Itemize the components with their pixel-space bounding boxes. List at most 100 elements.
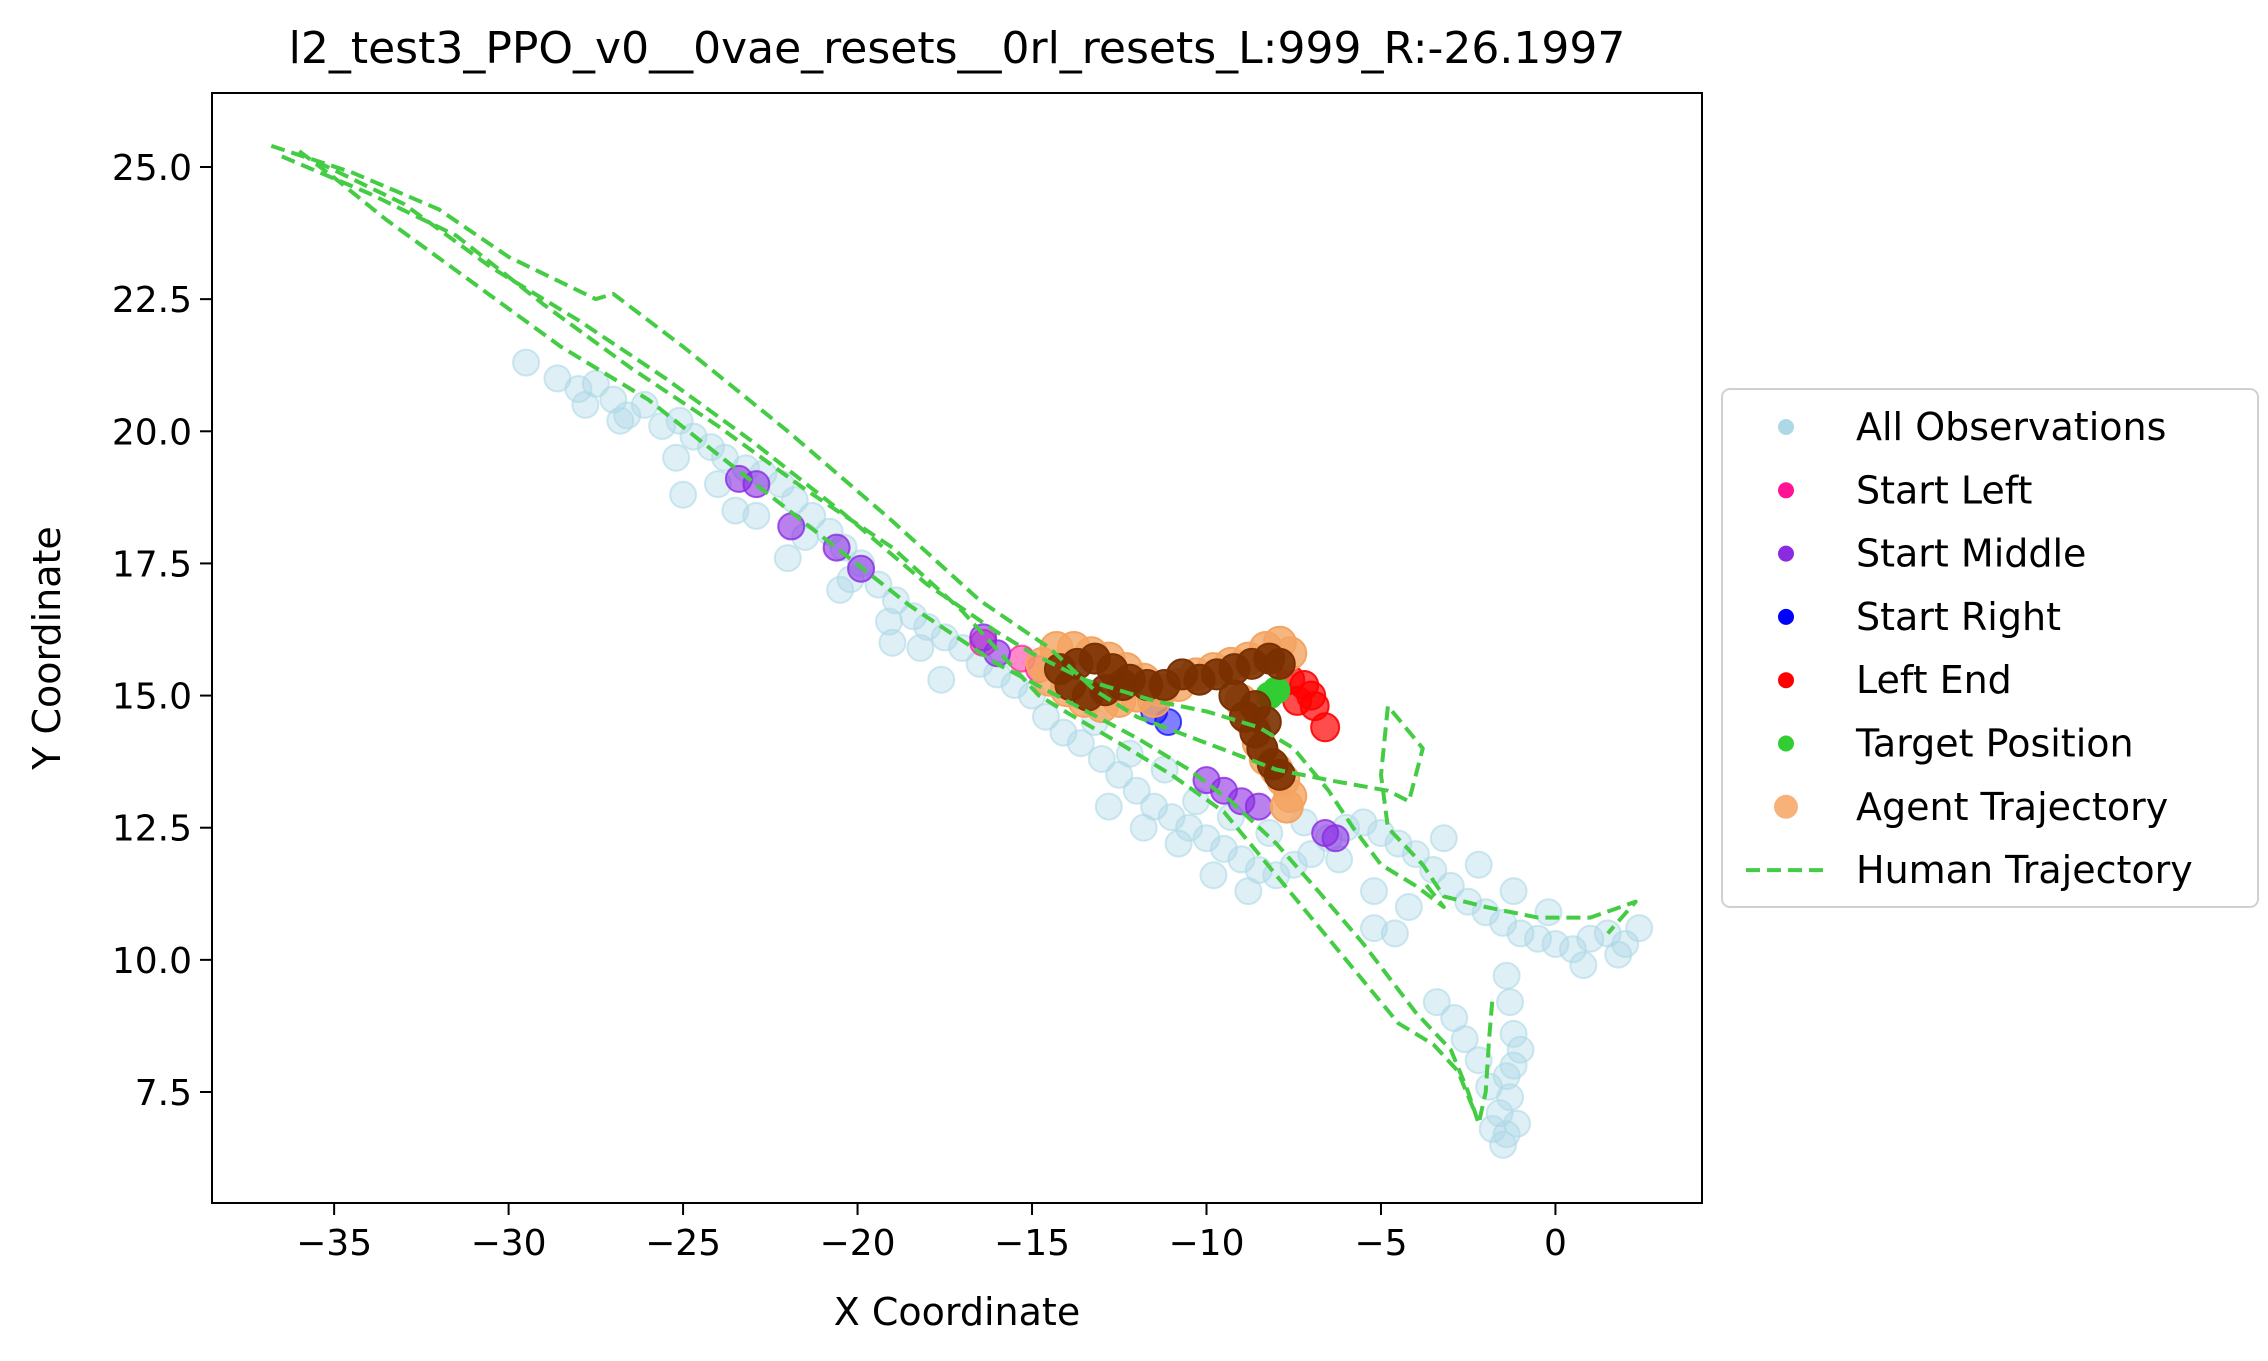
- legend-label: Start Right: [1856, 595, 2061, 639]
- x-tick-label: −35: [296, 1223, 372, 1264]
- all-observations-point: [1534, 898, 1563, 927]
- all-observations-point: [1384, 829, 1413, 858]
- human-trajectory-layer: [270, 144, 1638, 1126]
- all-observations-point: [1234, 877, 1263, 906]
- all-observations-point: [1464, 850, 1493, 879]
- y-tick-label: 12.5: [112, 809, 192, 850]
- legend-label: Human Trajectory: [1856, 848, 2193, 892]
- all-observations-point: [1499, 877, 1528, 906]
- all-observations-point: [1503, 1109, 1532, 1138]
- all-observations-point: [1164, 829, 1193, 858]
- all-observations-point: [1506, 919, 1535, 948]
- all-observations-point: [1604, 940, 1633, 969]
- legend-marker: [1774, 794, 1798, 819]
- legend-marker: [1778, 419, 1794, 435]
- legend-marker: [1778, 672, 1794, 689]
- all-observations-point: [1066, 729, 1095, 758]
- legend-label: Start Middle: [1856, 532, 2086, 576]
- legend-entry: Start Left: [1778, 468, 2032, 512]
- all-observations-point: [1471, 898, 1500, 927]
- x-axis: −35 −30 −25 −20 −15 −10 −5 0: [296, 1203, 1567, 1264]
- agent-trajectory-dense-point: [1249, 706, 1282, 738]
- legend-label: All Observations: [1856, 405, 2166, 449]
- x-tick-label: −15: [994, 1223, 1070, 1264]
- all-observations-point: [1492, 961, 1521, 990]
- x-tick-label: −10: [1169, 1223, 1245, 1264]
- x-axis-label: X Coordinate: [834, 1290, 1080, 1334]
- agent-trajectory-dense-point: [1263, 758, 1296, 791]
- agent-trajectory-dense-point: [1263, 647, 1296, 680]
- all-observations-point: [1422, 988, 1451, 1017]
- legend-entry: All Observations: [1778, 405, 2166, 449]
- all-observations-point: [927, 665, 956, 694]
- start-middle-point: [1321, 824, 1350, 853]
- human-trajectory-line: [315, 159, 1446, 909]
- all-observations-point: [1625, 914, 1654, 943]
- all-observations-point: [1192, 824, 1221, 853]
- all-observations-point: [1380, 919, 1409, 948]
- all-observations-point: [1199, 861, 1228, 890]
- all-observations-point: [1031, 702, 1060, 731]
- all-observations-series: [512, 348, 1654, 1159]
- all-observations-point: [1094, 792, 1123, 821]
- all-observations-point: [1506, 1035, 1535, 1064]
- all-observations-point: [599, 385, 628, 414]
- all-observations-point: [1049, 718, 1078, 747]
- y-axis: 7.5 10.0 12.5 15.0 17.5 20.0 22.5 25.0: [112, 148, 212, 1114]
- legend: All Observations Start Left Start Middle St…: [1721, 388, 2259, 908]
- legend-label: Left End: [1856, 658, 2012, 702]
- legend-entry: Start Right: [1778, 595, 2061, 639]
- plot-frame: [211, 92, 1703, 1204]
- all-observations-point: [1209, 834, 1238, 863]
- all-observations-point: [1157, 803, 1186, 832]
- left-end-point: [1310, 712, 1341, 743]
- agent-trajectory-point: [1269, 789, 1304, 824]
- x-tick-label: −30: [471, 1223, 547, 1264]
- y-tick-label: 22.5: [112, 280, 192, 321]
- agent-trajectory-dense-series: [1043, 642, 1296, 791]
- all-observations-point: [1227, 845, 1256, 874]
- x-tick-label: −5: [1354, 1223, 1407, 1264]
- observation-layer: [512, 348, 1654, 1159]
- all-observations-point: [1464, 1046, 1493, 1075]
- legend-label: Start Left: [1856, 468, 2032, 512]
- all-observations-point: [564, 375, 593, 403]
- all-observations-point: [1485, 1099, 1514, 1128]
- all-observations-point: [1496, 988, 1525, 1017]
- legend-entry: Left End: [1778, 658, 2012, 702]
- all-observations-point: [881, 586, 910, 615]
- x-tick-label: −20: [820, 1223, 896, 1264]
- all-observations-point: [1576, 924, 1605, 953]
- all-observations-point: [1492, 1062, 1521, 1091]
- agent-trajectory-dense-point: [1106, 669, 1139, 701]
- all-observations-point: [630, 390, 659, 419]
- all-observations-point: [1489, 908, 1518, 937]
- legend-entry: Human Trajectory: [1746, 848, 2193, 892]
- y-tick-label: 10.0: [112, 941, 192, 982]
- legend-entry: Start Middle: [1778, 532, 2086, 576]
- x-tick-label: 0: [1544, 1223, 1567, 1264]
- all-observations-point: [906, 634, 935, 662]
- all-observations-point: [878, 628, 907, 657]
- all-observations-point: [826, 575, 855, 604]
- all-observations-point: [1523, 924, 1552, 953]
- start-middle-point: [1244, 792, 1273, 821]
- legend-label: Agent Trajectory: [1856, 785, 2168, 829]
- all-observations-point: [512, 348, 541, 377]
- all-observations-point: [721, 496, 750, 525]
- all-observations-point: [1359, 914, 1388, 943]
- legend-marker: [1778, 482, 1794, 499]
- all-observations-point: [1255, 819, 1284, 847]
- all-observations-point: [1496, 1083, 1525, 1112]
- all-observations-point: [874, 607, 903, 636]
- human-trajectory-line: [270, 144, 1638, 935]
- all-observations-point: [742, 501, 771, 530]
- legend-entry: Target Position: [1778, 722, 2134, 766]
- all-observations-point: [1541, 930, 1570, 958]
- all-observations-point: [669, 480, 698, 509]
- all-observations-point: [1499, 1019, 1528, 1048]
- human-trajectory-line: [281, 154, 1478, 1114]
- y-tick-label: 15.0: [112, 677, 192, 718]
- plot-area: [270, 144, 1654, 1159]
